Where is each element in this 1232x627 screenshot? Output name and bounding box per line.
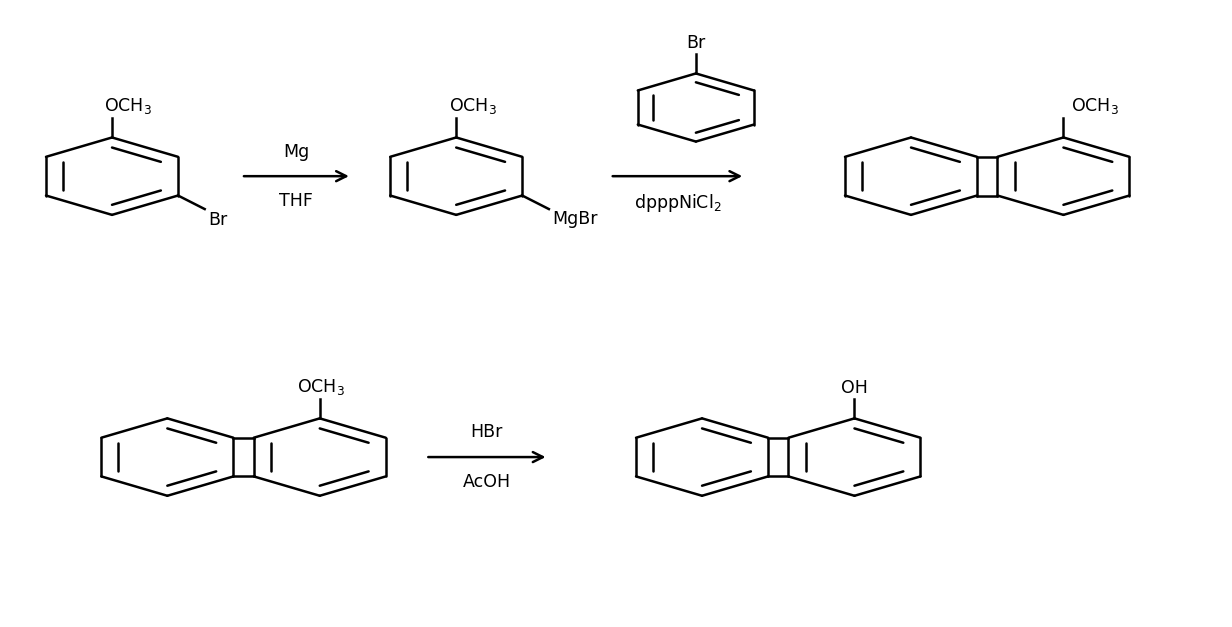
Text: OCH$_3$: OCH$_3$ (448, 96, 496, 116)
Text: THF: THF (280, 192, 313, 210)
Text: AcOH: AcOH (463, 473, 511, 491)
Text: MgBr: MgBr (553, 210, 599, 228)
Text: OH: OH (841, 379, 867, 397)
Text: HBr: HBr (471, 423, 503, 441)
Text: Mg: Mg (283, 142, 309, 161)
Text: OCH$_3$: OCH$_3$ (105, 96, 153, 116)
Text: OCH$_3$: OCH$_3$ (297, 377, 345, 397)
Text: dpppNiCl$_2$: dpppNiCl$_2$ (633, 192, 721, 214)
Text: Br: Br (208, 211, 228, 229)
Text: OCH$_3$: OCH$_3$ (1071, 96, 1119, 116)
Text: Br: Br (686, 34, 706, 52)
